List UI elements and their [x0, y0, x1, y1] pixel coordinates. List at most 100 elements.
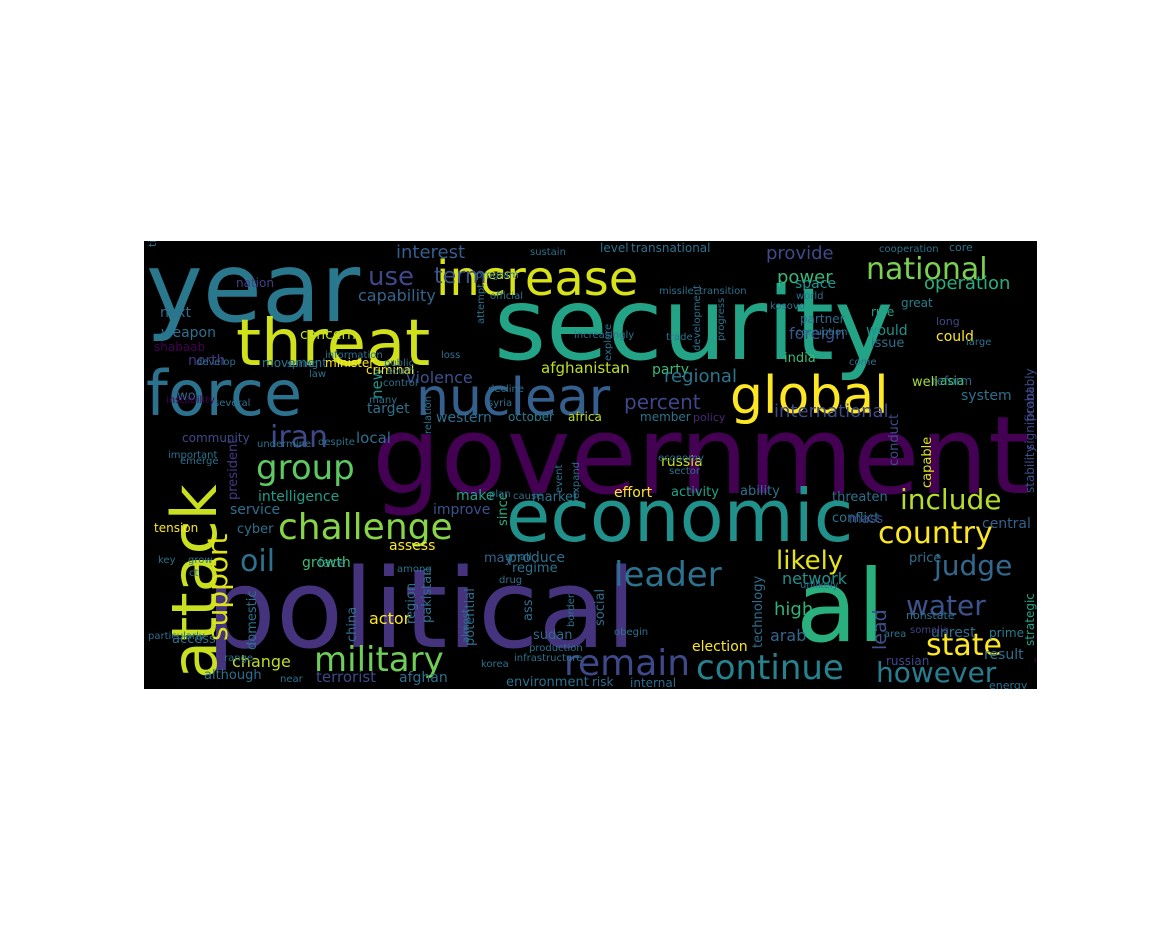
word-access: access [172, 632, 216, 647]
word-cyber: cyber [237, 522, 274, 537]
word-border: border [566, 593, 577, 627]
word-result: result [984, 647, 1024, 663]
word-regional: regional [664, 366, 737, 387]
word-core: core [949, 241, 973, 254]
word-group: group [256, 448, 355, 488]
word-plan: plan [489, 489, 511, 500]
word-threaten: threaten [832, 490, 888, 505]
word-make: make [456, 488, 494, 504]
word-continue: continue [696, 648, 844, 688]
word-oil: oil [240, 544, 275, 579]
word-provide: provide [766, 243, 834, 264]
word-improve: improve [433, 502, 490, 518]
word-actor: actor [369, 609, 411, 628]
word-event: event [554, 464, 565, 493]
word-system: system [961, 388, 1012, 404]
word-two: two [172, 389, 196, 404]
word-government: government [372, 394, 1030, 519]
word-space: space [795, 276, 836, 292]
word-large: large [966, 337, 991, 348]
word-pakistan: pakistan [420, 568, 435, 623]
word-time: time [146, 241, 159, 247]
word-growth: growth [302, 555, 351, 571]
word-several: several [214, 398, 250, 409]
word-criminal: criminal [366, 363, 414, 377]
word-control: control [383, 378, 418, 389]
word-range: range [224, 653, 253, 664]
word-mass: mass [849, 512, 883, 527]
word-party: party [652, 362, 689, 378]
word-spring: spring [287, 359, 318, 370]
word-nonstate: nonstate [906, 609, 955, 622]
word-global: global [730, 366, 889, 426]
word-potential: potential [463, 588, 478, 646]
word-develop: develop [196, 357, 236, 368]
word-activity: activity [671, 485, 719, 500]
word-leader: leader [614, 555, 722, 595]
word-may: may [484, 551, 513, 566]
word-could: could [936, 329, 974, 345]
word-almost: almost [461, 609, 472, 643]
word-unlikely: unlikely [800, 580, 839, 591]
word-production: production [529, 643, 583, 654]
word-power: power [777, 267, 833, 288]
word-policy: policy [693, 411, 726, 424]
word-foreign: foreign [789, 324, 845, 343]
word-economic: economic [506, 474, 853, 558]
word-price: price [909, 551, 941, 566]
word-technology: technology [751, 576, 766, 648]
word-movement: movement [262, 356, 327, 370]
word-afghan: afghan [399, 670, 448, 686]
word-corruption: corruption [796, 327, 848, 338]
word-arab: arab [770, 626, 806, 645]
word-however: however [876, 656, 997, 689]
word-challenge: challenge [278, 507, 453, 548]
word-sudan: sudan [533, 628, 572, 643]
word-partner: partner [800, 312, 845, 326]
word-drug: drug [499, 575, 522, 586]
word-market: market [532, 490, 578, 505]
word-explore: explore [603, 324, 614, 361]
word-state: state [926, 628, 1002, 663]
word-international: international [774, 401, 889, 422]
word-public: public [384, 358, 414, 369]
word-election: election [692, 639, 748, 655]
word-capable: capable [920, 437, 935, 488]
word-water: water [906, 589, 986, 622]
word-small: small [505, 552, 532, 563]
word-among: among [397, 564, 432, 575]
word-country: country [878, 516, 993, 551]
word-would: would [866, 323, 908, 339]
word-although: although [204, 668, 262, 683]
word-decline: decline [488, 384, 524, 395]
word-great: great [901, 296, 933, 310]
word-sustain: sustain [530, 247, 566, 258]
word-emerge: emerge [180, 456, 218, 467]
word-kosovo: kosovo [770, 301, 805, 312]
word-official: official [490, 291, 523, 302]
word-social: social [593, 589, 608, 626]
word-information: information [325, 350, 383, 361]
word-next: next [160, 305, 192, 321]
word-new: new [368, 368, 386, 399]
word-terrorist: terrorist [316, 668, 376, 686]
word-internal: internal [630, 676, 676, 689]
word-local: local [356, 429, 391, 447]
word-percent: percent [624, 390, 701, 414]
word-threat: threat [236, 307, 430, 381]
word-transition: transition [699, 286, 747, 297]
word-world: world [796, 291, 824, 302]
word-capability: capability [358, 286, 436, 305]
word-environment: environment [506, 675, 589, 689]
word-important: important [168, 450, 217, 461]
word-relation: relation [423, 396, 434, 434]
word-concern: concern [300, 327, 356, 343]
word-region: region [404, 583, 419, 624]
word-military: military [314, 640, 444, 680]
word-infrastructure: infrastructure [514, 653, 582, 664]
word-trade: trade [666, 332, 693, 343]
word-rule: rule [871, 305, 894, 319]
word-central: central [982, 516, 1031, 532]
word-risk: risk [592, 675, 614, 689]
word-east: east [488, 268, 516, 283]
